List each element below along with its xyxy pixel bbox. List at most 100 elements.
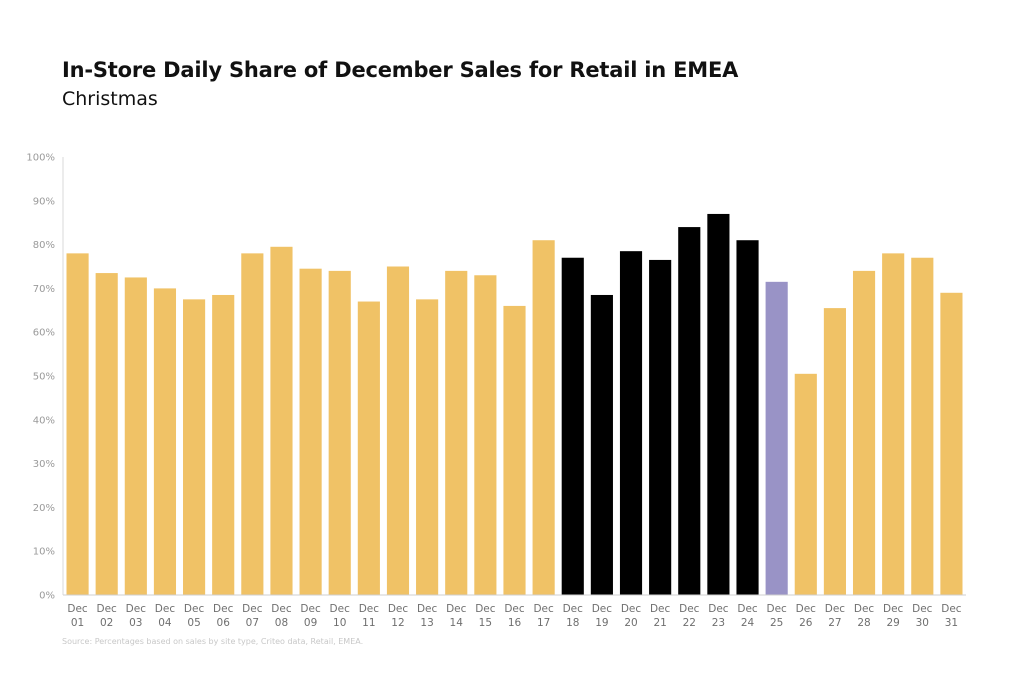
x-tick-label: 18 <box>566 617 579 629</box>
bar <box>299 268 322 595</box>
y-axis: 0% 10% 20% 30% 40% 50% 60% 70% 80% 90% 100% <box>26 153 64 602</box>
x-tick-label: 16 <box>508 617 522 629</box>
x-tick-label: 27 <box>828 617 841 629</box>
x-tick-label: Dec <box>155 603 176 615</box>
bar <box>212 294 235 595</box>
bar <box>95 273 118 595</box>
x-tick-label: 11 <box>362 617 375 629</box>
bar <box>503 305 526 595</box>
x-tick-label: 10 <box>333 617 346 629</box>
x-tick-label: Dec <box>300 603 321 615</box>
x-tick-label: 07 <box>246 617 259 629</box>
x-tick-label: Dec <box>650 603 671 615</box>
chart-title: In-Store Daily Share of December Sales f… <box>62 58 739 82</box>
x-tick-label: Dec <box>796 603 817 615</box>
x-tick-label: Dec <box>388 603 409 615</box>
bar <box>649 259 672 595</box>
x-tick-label: 12 <box>391 617 404 629</box>
x-tick-label: 15 <box>479 617 492 629</box>
x-tick-label: 23 <box>712 617 725 629</box>
bar <box>707 213 730 595</box>
x-tick-label: 04 <box>158 617 172 629</box>
x-tick-label: Dec <box>417 603 438 615</box>
x-tick-label: Dec <box>97 603 118 615</box>
bar <box>736 240 759 595</box>
bar <box>445 270 468 595</box>
bars <box>66 213 963 596</box>
x-tick-label: 24 <box>741 617 755 629</box>
bar <box>328 270 351 595</box>
x-tick-label: Dec <box>737 603 758 615</box>
x-tick-label: 21 <box>653 617 666 629</box>
bar <box>66 253 89 596</box>
x-tick-label: 09 <box>304 617 317 629</box>
y-tick-label: 100% <box>26 153 55 164</box>
bar <box>678 227 701 595</box>
y-tick-label: 90% <box>33 196 55 207</box>
bar <box>357 301 380 595</box>
x-tick-label: 31 <box>945 617 958 629</box>
y-tick-label: 0% <box>39 591 55 602</box>
bar <box>765 281 788 595</box>
x-tick-label: 26 <box>799 617 813 629</box>
x-tick-label: 28 <box>857 617 870 629</box>
y-tick-label: 30% <box>33 459 55 470</box>
x-tick-label: Dec <box>504 603 525 615</box>
x-tick-label: 06 <box>217 617 231 629</box>
y-tick-label: 80% <box>33 240 55 251</box>
x-tick-label: Dec <box>126 603 147 615</box>
bar <box>241 253 264 596</box>
bar <box>153 288 177 595</box>
x-tick-label: Dec <box>766 603 787 615</box>
bar <box>561 257 584 595</box>
x-tick-label: Dec <box>912 603 933 615</box>
x-tick-label: Dec <box>213 603 234 615</box>
chart-subtitle: Christmas <box>62 88 158 110</box>
y-tick-label: 10% <box>33 547 55 558</box>
x-tick-label: 22 <box>683 617 696 629</box>
x-tick-label: Dec <box>563 603 584 615</box>
x-tick-label: 01 <box>71 617 84 629</box>
x-tick-label: Dec <box>941 603 962 615</box>
x-tick-label: 02 <box>100 617 113 629</box>
x-tick-label: Dec <box>883 603 904 615</box>
bar <box>386 266 410 595</box>
x-tick-label: 20 <box>624 617 637 629</box>
x-tick-label: 08 <box>275 617 288 629</box>
bar <box>882 253 905 596</box>
bar <box>270 246 293 596</box>
y-tick-label: 60% <box>33 328 55 339</box>
x-tick-label: 05 <box>187 617 200 629</box>
x-tick-label: 17 <box>537 617 550 629</box>
x-tick-label: 03 <box>129 617 142 629</box>
x-axis: Dec 01 Dec 02 Dec 03 Dec 04 Dec 05 Dec 06 Dec 07 Dec 08… <box>63 594 966 629</box>
x-tick-label: 30 <box>916 617 929 629</box>
x-tick-label: Dec <box>708 603 729 615</box>
x-tick-label: Dec <box>67 603 88 615</box>
x-tick-label: 14 <box>450 617 464 629</box>
bar <box>823 308 846 595</box>
x-tick-label: 29 <box>886 617 899 629</box>
bar <box>532 240 555 595</box>
x-tick-label: Dec <box>330 603 351 615</box>
x-tick-label: Dec <box>533 603 554 615</box>
bar <box>619 251 643 596</box>
y-tick-label: 40% <box>33 415 55 426</box>
x-tick-label: 13 <box>420 617 433 629</box>
x-tick-label: Dec <box>854 603 875 615</box>
bar <box>794 373 817 595</box>
bar <box>940 292 963 595</box>
x-tick-label: Dec <box>271 603 292 615</box>
bar <box>911 257 934 595</box>
x-tick-label: Dec <box>359 603 380 615</box>
x-tick-label: Dec <box>446 603 467 615</box>
bar <box>852 270 876 595</box>
x-tick-label: Dec <box>825 603 846 615</box>
x-tick-label: Dec <box>679 603 700 615</box>
y-tick-label: 70% <box>33 284 55 295</box>
x-tick-label: Dec <box>592 603 613 615</box>
x-tick-label: 25 <box>770 617 783 629</box>
bar <box>590 294 613 595</box>
x-tick-label: Dec <box>621 603 642 615</box>
